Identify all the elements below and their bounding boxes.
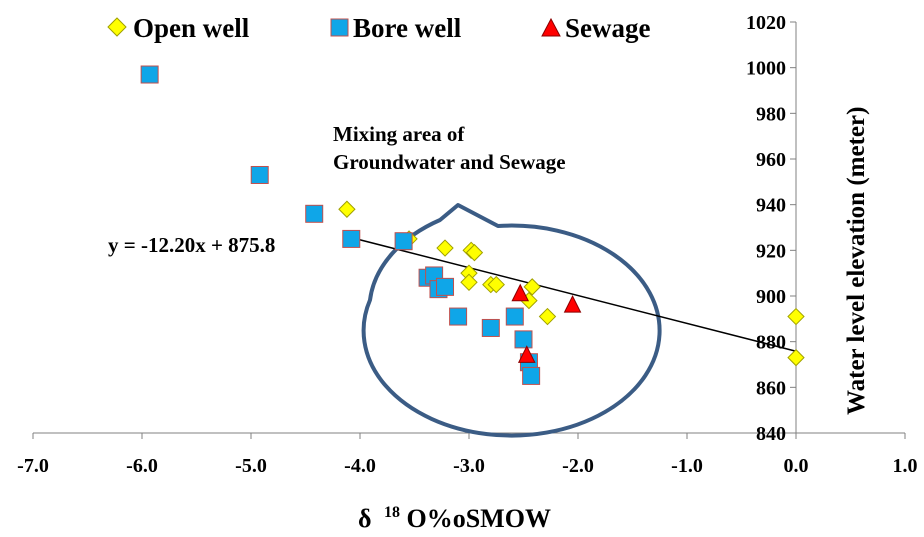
x-axis-title-delta: δ: [358, 504, 372, 533]
x-tick-label: -5.0: [235, 455, 267, 477]
y-tick-label: 880: [756, 332, 786, 354]
data-points: [140, 65, 805, 385]
x-axis-title-rest: O%oSMOW: [407, 504, 551, 533]
y-tick-label: 860: [756, 377, 786, 399]
bore-well-point: [305, 204, 324, 223]
legend-label-bore-well: Bore well: [353, 13, 462, 43]
legend-label-open-well: Open well: [133, 13, 250, 43]
y-tick-label: 920: [756, 240, 786, 262]
bore-well-point: [481, 318, 500, 337]
annotation-line-2: Groundwater and Sewage: [333, 150, 566, 174]
bore-well-point: [522, 366, 541, 385]
bore-well-point: [436, 277, 455, 296]
x-axis-title: δ 18 O%oSMOW: [358, 494, 551, 533]
x-tick-label: -4.0: [344, 455, 376, 477]
open-well-point: [338, 200, 356, 218]
bore-well-point: [514, 330, 533, 349]
open-well-point: [538, 307, 557, 326]
open-well-point: [787, 307, 805, 326]
sewage-point: [563, 295, 582, 313]
open-well-point: [787, 348, 805, 367]
x-tick-label: -7.0: [17, 455, 49, 477]
open-well-point: [465, 243, 484, 262]
legend: Open well Bore well Sewage: [107, 13, 650, 43]
open-well-point: [523, 278, 541, 296]
bore-well-point: [250, 165, 269, 184]
x-tick-label: -3.0: [453, 455, 485, 477]
bore-well-point: [140, 65, 159, 84]
annotation-line-1: Mixing area of: [333, 122, 465, 146]
x-tick-label: -2.0: [562, 455, 594, 477]
trendline-equation: y = -12.20x + 875.8: [108, 233, 275, 257]
legend-item-bore-well: Bore well: [330, 13, 462, 43]
mixing-area-callout: [361, 203, 662, 438]
x-tick-label: -6.0: [126, 455, 158, 477]
legend-label-sewage: Sewage: [565, 13, 650, 43]
bore-well-point: [505, 307, 524, 326]
open-well-point: [487, 275, 505, 294]
legend-item-open-well: Open well: [107, 13, 250, 43]
y-tick-label: 900: [756, 286, 786, 308]
y-tick-label: 940: [756, 195, 786, 217]
y-tick-label: 840: [756, 423, 786, 445]
open-well-point: [436, 239, 454, 257]
x-axis-ticks: -7.0 -6.0 -5.0 -4.0 -3.0 -2.0 -1.0 0.0 1.0: [17, 433, 918, 477]
legend-marker-square: [330, 18, 349, 37]
x-tick-label: -1.0: [671, 455, 703, 477]
y-tick-label: 960: [756, 149, 786, 171]
bore-well-point: [342, 229, 361, 248]
sewage-point: [511, 283, 530, 302]
y-axis-ticks: 840 860 880 900 920 940 960 980 1000 1020: [746, 12, 796, 445]
x-tick-label: 0.0: [784, 455, 809, 477]
legend-marker-diamond: [107, 17, 127, 37]
bore-well-point: [449, 307, 468, 326]
y-tick-label: 1020: [746, 12, 786, 34]
y-tick-label: 980: [756, 103, 786, 125]
y-axis-title: Water level elevation (meter): [843, 107, 870, 415]
bore-well-point: [394, 232, 413, 251]
x-axis-title-superscript: 18: [384, 504, 400, 521]
x-tick-label: 1.0: [893, 455, 918, 477]
trendline: [346, 235, 797, 352]
axes: [33, 22, 905, 434]
open-well-point: [460, 273, 478, 292]
sewage-point: [517, 345, 536, 363]
legend-marker-triangle: [541, 17, 561, 37]
y-tick-label: 1000: [746, 58, 786, 80]
legend-item-sewage: Sewage: [541, 13, 650, 43]
